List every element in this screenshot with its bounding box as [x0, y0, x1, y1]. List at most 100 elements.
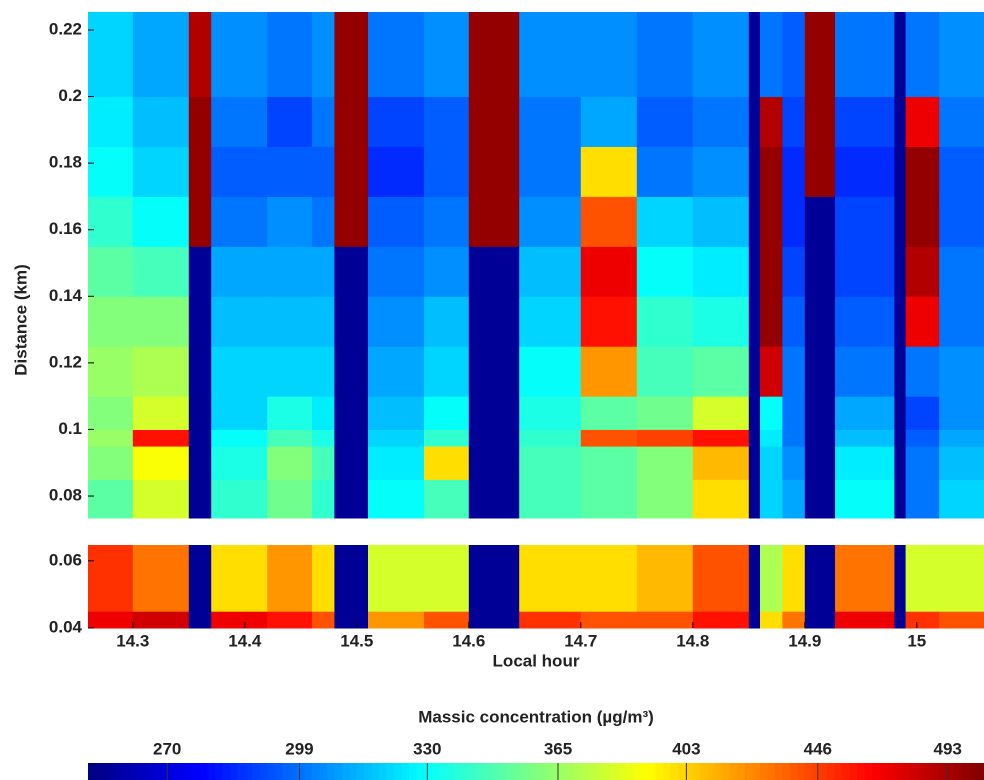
heatmap-cell: [804, 396, 836, 430]
y-tick-label: 0.14: [49, 286, 83, 305]
colorbar-segment: [857, 763, 866, 780]
y-tick-label: 0.12: [49, 352, 82, 371]
heatmap-cell: [368, 146, 425, 197]
heatmap-cell: [636, 396, 694, 430]
heatmap-cell: [760, 196, 783, 247]
colorbar-segment: [125, 763, 134, 780]
heatmap-cell: [312, 96, 335, 147]
heatmap-cell: [132, 545, 190, 612]
heatmap-cell: [211, 346, 268, 397]
heatmap-cell: [580, 346, 638, 397]
colorbar-segment: [319, 763, 328, 780]
heatmap-cell: [580, 429, 638, 447]
heatmap-cell: [334, 611, 369, 629]
heatmap-cell: [580, 611, 638, 629]
x-tick-label: 14.9: [788, 631, 821, 650]
heatmap-cell: [334, 429, 369, 447]
heatmap-cell: [835, 446, 895, 480]
heatmap-cell: [580, 296, 638, 347]
colorbar-segment: [341, 763, 350, 780]
heatmap-cell: [782, 96, 806, 147]
colorbar-segment: [565, 763, 574, 780]
heatmap-cell: [88, 296, 134, 347]
heatmap-cell: [211, 12, 268, 98]
colorbar-segment: [550, 763, 559, 780]
colorbar-segment: [804, 763, 813, 780]
colorbar-tick-label: 270: [153, 739, 181, 758]
colorbar-segment: [767, 763, 776, 780]
colorbar-segment: [737, 763, 746, 780]
heatmap-cell: [312, 346, 335, 397]
colorbar-segment: [685, 763, 694, 780]
colorbar-segment: [521, 763, 530, 780]
colorbar-segment: [707, 763, 716, 780]
heatmap-cell: [267, 396, 313, 430]
colorbar-segment: [789, 763, 798, 780]
colorbar-segment: [401, 763, 410, 780]
heatmap-cell: [804, 611, 836, 629]
colorbar-segment: [326, 763, 335, 780]
heatmap-cell: [636, 611, 694, 629]
heatmap-cell: [636, 196, 694, 247]
colorbar-segment: [334, 763, 343, 780]
heatmap-cell: [939, 12, 984, 98]
heatmap-cell: [368, 446, 425, 480]
heatmap-cell: [334, 146, 369, 197]
colorbar-segment: [229, 763, 238, 780]
heatmap-cell: [894, 146, 907, 197]
colorbar-segment: [222, 763, 231, 780]
colorbar-segment: [595, 763, 604, 780]
heatmap-cell: [580, 246, 638, 297]
heatmap-cell: [760, 296, 783, 347]
heatmap-cell: [905, 12, 940, 98]
colorbar-segment: [244, 763, 253, 780]
heatmap-cell: [188, 429, 212, 447]
heatmap-cell: [334, 12, 369, 98]
heatmap-cell: [939, 96, 984, 147]
heatmap-cell: [334, 346, 369, 397]
heatmap-cell: [894, 196, 907, 247]
colorbar-segment: [901, 763, 910, 780]
heatmap-cell: [760, 246, 783, 297]
heatmap-cell: [782, 545, 806, 612]
heatmap-cell: [804, 346, 836, 397]
heatmap-cell: [468, 545, 520, 612]
x-tick-label: 14.8: [676, 631, 709, 650]
heatmap-cell: [312, 545, 335, 612]
heatmap-cell: [334, 296, 369, 347]
heatmap-cell: [580, 545, 638, 612]
colorbar-segment: [379, 763, 388, 780]
heatmap-cell: [760, 545, 783, 612]
heatmap-cell: [368, 12, 425, 98]
heatmap-cell: [692, 296, 750, 347]
heatmap-cell: [368, 296, 425, 347]
heatmap-cell: [211, 96, 268, 147]
heatmap-cell: [519, 346, 582, 397]
heatmap-cell: [894, 446, 907, 480]
heatmap-cell: [132, 479, 190, 519]
heatmap-cell: [368, 429, 425, 447]
heatmap-cell: [88, 479, 134, 519]
heatmap-cell: [835, 611, 895, 629]
heatmap-cell: [905, 446, 940, 480]
colorbar-segment: [274, 763, 283, 780]
colorbar-segment: [282, 763, 291, 780]
heatmap-cell: [782, 196, 806, 247]
heatmap-cell: [692, 446, 750, 480]
colorbar-segment: [670, 763, 679, 780]
heatmap-cell: [188, 96, 212, 147]
heatmap-cell: [267, 146, 313, 197]
heatmap-cell: [894, 545, 907, 612]
colorbar-segment: [916, 763, 925, 780]
colorbar-segment: [237, 763, 246, 780]
heatmap-cell: [267, 196, 313, 247]
heatmap-cell: [748, 196, 761, 247]
heatmap-cell: [939, 611, 984, 629]
heatmap-cell: [519, 296, 582, 347]
heatmap-cell: [748, 611, 761, 629]
heatmap-cell: [760, 12, 783, 98]
heatmap-cell: [88, 246, 134, 297]
heatmap-cell: [424, 545, 470, 612]
colorbar-tick-label: 403: [672, 739, 700, 758]
heatmap-cell: [636, 12, 694, 98]
